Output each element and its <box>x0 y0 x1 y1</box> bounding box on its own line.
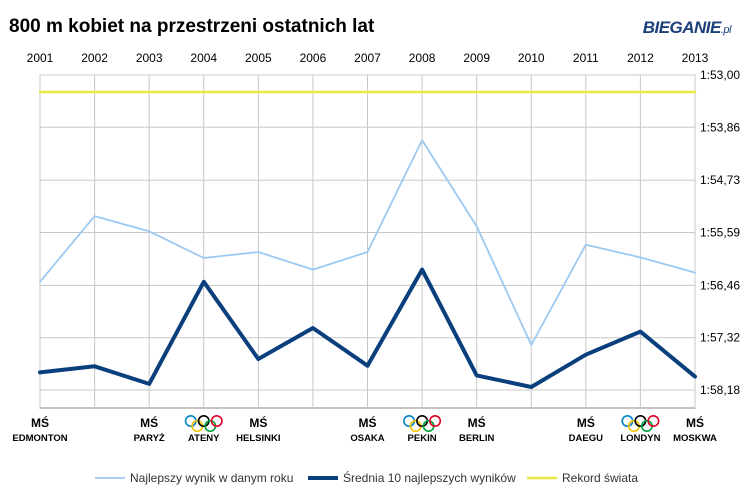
event-city-label: MOSKWA <box>673 433 717 444</box>
x-tick-label: 2001 <box>27 51 54 65</box>
x-tick-label: 2003 <box>136 51 163 65</box>
event-city-label: DAEGU <box>569 433 603 444</box>
legend-label: Rekord świata <box>562 471 638 485</box>
y-axis-ticks: 1:53,00 1:53,86 1:54,73 1:55,59 1:56,46 1:57,… <box>700 68 740 397</box>
olympic-ring <box>647 414 660 427</box>
event-label: MŚ <box>577 415 595 430</box>
series-lines <box>38 90 697 389</box>
y-tick-label: 1:55,59 <box>700 226 740 240</box>
event-label: MŚ <box>140 415 158 430</box>
brand-logo-suffix: .pl <box>720 24 732 36</box>
grid-lines <box>39 74 696 409</box>
event-city-label: PARYŻ <box>134 433 165 444</box>
olympic-rings-icon <box>621 414 660 432</box>
x-tick-label: 2006 <box>300 51 327 65</box>
y-tick-label: 1:58,18 <box>700 383 740 397</box>
event-city-label: BERLIN <box>459 433 495 444</box>
legend-label: Średnia 10 najlepszych wyników <box>343 470 516 485</box>
event-city-label: EDMONTON <box>12 433 67 444</box>
event-label: MŚ <box>31 415 49 430</box>
olympic-ring <box>429 414 442 427</box>
event-city-label: ATENY <box>188 433 220 444</box>
legend-label: Najlepszy wynik w danym roku <box>130 471 293 485</box>
x-tick-label: 2004 <box>190 51 217 65</box>
x-tick-label: 2013 <box>682 51 709 65</box>
event-label: MŚ <box>249 415 267 430</box>
olympic-ring <box>210 414 223 427</box>
event-label: MŚ <box>359 415 377 430</box>
event-labels: MŚ EDMONTON MŚ PARYŻ ATENY MŚ HELSINKI MŚ OSAKA P… <box>12 414 717 444</box>
olympic-rings-icon <box>184 414 223 432</box>
y-tick-label: 1:54,73 <box>700 173 740 187</box>
series-line-best <box>39 139 696 346</box>
brand-logo-main: BIEGANIE <box>642 18 722 37</box>
event-city-label: HELSINKI <box>236 433 280 444</box>
x-tick-label: 2007 <box>354 51 381 65</box>
chart-title: 800 m kobiet na przestrzeni ostatnich la… <box>9 16 375 37</box>
x-tick-label: 2012 <box>627 51 654 65</box>
y-tick-label: 1:57,32 <box>700 331 740 345</box>
x-tick-label: 2009 <box>463 51 490 65</box>
event-city-label: PEKIN <box>408 433 437 444</box>
olympic-rings-icon <box>403 414 442 432</box>
x-tick-label: 2011 <box>573 51 599 65</box>
y-tick-label: 1:53,86 <box>700 120 740 134</box>
x-tick-label: 2010 <box>518 51 545 65</box>
legend: Najlepszy wynik w danym roku Średnia 10 n… <box>95 470 638 485</box>
y-tick-label: 1:53,00 <box>700 68 740 82</box>
x-tick-label: 2008 <box>409 51 436 65</box>
x-tick-label: 2002 <box>81 51 108 65</box>
series-line-avg <box>38 267 697 389</box>
y-tick-label: 1:56,46 <box>700 278 740 292</box>
x-tick-label: 2005 <box>245 51 272 65</box>
event-city-label: LONDYN <box>620 433 660 444</box>
event-city-label: OSAKA <box>350 433 384 444</box>
brand-logo: BIEGANIE.pl <box>642 18 732 38</box>
event-label: MŚ <box>686 415 704 430</box>
x-axis-ticks: 2001 2002 2003 2004 2005 2006 2007 2008 2009 2010… <box>27 51 709 65</box>
event-label: MŚ <box>468 415 486 430</box>
